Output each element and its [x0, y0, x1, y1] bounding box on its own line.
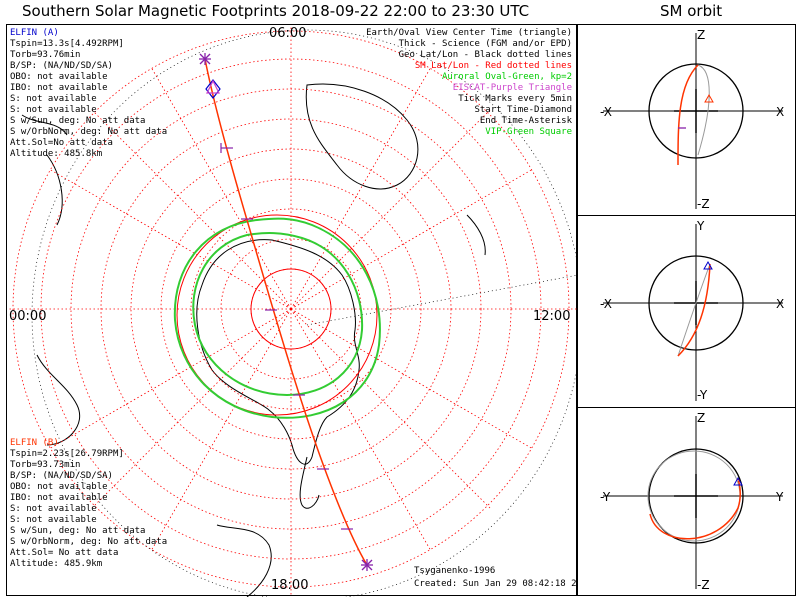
- orbit-xy-left: -X: [600, 297, 612, 311]
- elfin-a-line: Altitude: 485.8km: [10, 149, 103, 159]
- elfin-b-info: ELFIN (B) Tspin=2.23s[26.79RPM] Torb=93.…: [10, 438, 167, 570]
- elfin-b-line: S w/Sun, deg: No att data: [10, 526, 146, 536]
- sm-inner-circle: [250, 268, 332, 350]
- orbit-xy-top: Y: [697, 219, 705, 233]
- orbit-xz-bottom: -Z: [697, 197, 710, 211]
- orbit-xz-svg: [603, 33, 783, 209]
- view-center-triangle: [206, 79, 220, 94]
- legend-item: Start Time-Diamond: [474, 105, 572, 115]
- new-zealand-outline: [466, 214, 486, 256]
- south-america-outline: [216, 524, 272, 597]
- sm-grid-radials: [7, 25, 578, 597]
- orbit-xz-left: -X: [600, 105, 612, 119]
- end-asterisk: [199, 53, 373, 571]
- elfin-b-line: Att.Sol= No att data: [10, 548, 119, 558]
- africa-outline: [36, 354, 81, 446]
- legend-item: SM Lat/Lon - Red dotted lines: [414, 61, 572, 71]
- auroral-oval-inner: [192, 232, 364, 397]
- orbit-title: SM orbit: [660, 2, 723, 20]
- map-label-bottom: 18:00: [271, 578, 309, 593]
- legend-item: Auroral Oval-Green, kp=2: [441, 72, 572, 82]
- auroral-oval-outer: [173, 217, 381, 419]
- orbit-xy-svg: [603, 224, 783, 401]
- elfin-a-line: S: not available: [10, 94, 97, 104]
- orbit-yz-right: Y: [776, 490, 784, 504]
- elfin-a-line: S: not available: [10, 105, 97, 115]
- footprint-map-svg: [7, 25, 578, 597]
- orbit-yz-svg: [603, 416, 783, 589]
- elfin-b-line: S: not available: [10, 515, 97, 525]
- orbit-xy-bottom: -Y: [697, 388, 708, 402]
- elfin-b-line: S: not available: [10, 504, 97, 514]
- elfin-a-name: ELFIN (A): [10, 28, 59, 38]
- madagascar-outline: [46, 154, 63, 226]
- orbit-xz-right: X: [776, 105, 785, 119]
- elfin-a-line: S w/Sun, deg: No att data: [10, 116, 146, 126]
- elfin-a-line: Torb=93.76min: [10, 50, 81, 60]
- elfin-b-line: Tspin=2.23s[26.79RPM]: [10, 449, 124, 459]
- legend-item: Tick Marks every 5min: [458, 94, 572, 104]
- legend-item: End Time-Asterisk: [479, 116, 572, 126]
- elfin-b-line: Altitude: 485.9km: [10, 559, 103, 569]
- elfin-a-line: S w/OrbNorm, deg: No att data: [10, 127, 168, 137]
- antarctica-outline: [196, 239, 360, 465]
- legend-item: Geo Lat/Lon - Black dotted lines: [398, 50, 572, 60]
- elfin-trace-line: [204, 58, 368, 566]
- map-label-left: 00:00: [9, 309, 47, 324]
- orbit-xz-top: Z: [697, 28, 706, 42]
- elfin-a-info: ELFIN (A) Tspin=13.3s[4.492RPM] Torb=93.…: [10, 28, 167, 160]
- model-label: Tsyganenko-1996: [414, 566, 496, 576]
- legend-item: Earth/Oval View Center Time (triangle): [366, 28, 572, 38]
- elfin-b-line: IBO: not available: [10, 493, 108, 503]
- orbit-xy-right: X: [776, 297, 785, 311]
- map-label-top: 06:00: [269, 26, 307, 41]
- elfin-trace: [199, 53, 373, 571]
- orbit-panel-yz: Z -Z -Y Y: [577, 407, 796, 596]
- legend: Earth/Oval View Center Time (triangle) T…: [366, 28, 572, 138]
- orbit-panel-xz: Z -Z -X X: [577, 24, 796, 216]
- orbit-yz-left: -Y: [600, 490, 611, 504]
- start-diamond: [205, 79, 221, 99]
- coast-left: [21, 114, 68, 136]
- elfin-b-line: Torb=93.73min: [10, 460, 81, 470]
- legend-item: EISCAT-Purple Triangle: [452, 83, 572, 93]
- continent-outlines: [21, 83, 486, 597]
- elfin-a-line: OBO: not available: [10, 72, 108, 82]
- map-label-right: 12:00: [533, 309, 571, 324]
- footprint-map-panel: 06:00 00:00 12:00 18:00 ELFIN (A) Tspin=…: [6, 24, 593, 597]
- auroral-ovals: [173, 217, 381, 419]
- elfin-b-line: OBO: not available: [10, 482, 108, 492]
- elfin-a-line: IBO: not available: [10, 83, 108, 93]
- legend-item: Thick - Science (FGM and/or EPD): [398, 39, 572, 49]
- elfin-b-line: B/SP: (NA/ND/SD/SA): [10, 471, 113, 481]
- elfin-a-line: Tspin=13.3s[4.492RPM]: [10, 39, 124, 49]
- created-label: Created: Sun Jan 29 08:42:18 2023: [414, 579, 593, 589]
- trace-tick-marks: [220, 143, 353, 530]
- elfin-a-line: B/SP: (NA/ND/SD/SA): [10, 61, 113, 71]
- australia-outline: [305, 83, 419, 190]
- sm-circle-mid: [176, 214, 378, 416]
- page-title: Southern Solar Magnetic Footprints 2018-…: [22, 2, 530, 20]
- orbit-panel-xy: Y -Y -X X: [577, 215, 796, 408]
- elfin-b-name: ELFIN (B): [10, 438, 59, 448]
- legend-item: VIP-Green Square: [485, 127, 572, 137]
- orbit-yz-top: Z: [697, 411, 706, 425]
- orbit-yz-bottom: -Z: [697, 578, 710, 592]
- elfin-a-line: Att.Sol=No att data: [10, 138, 113, 148]
- elfin-b-line: S w/OrbNorm, deg: No att data: [10, 537, 168, 547]
- peninsula-outline: [299, 456, 320, 509]
